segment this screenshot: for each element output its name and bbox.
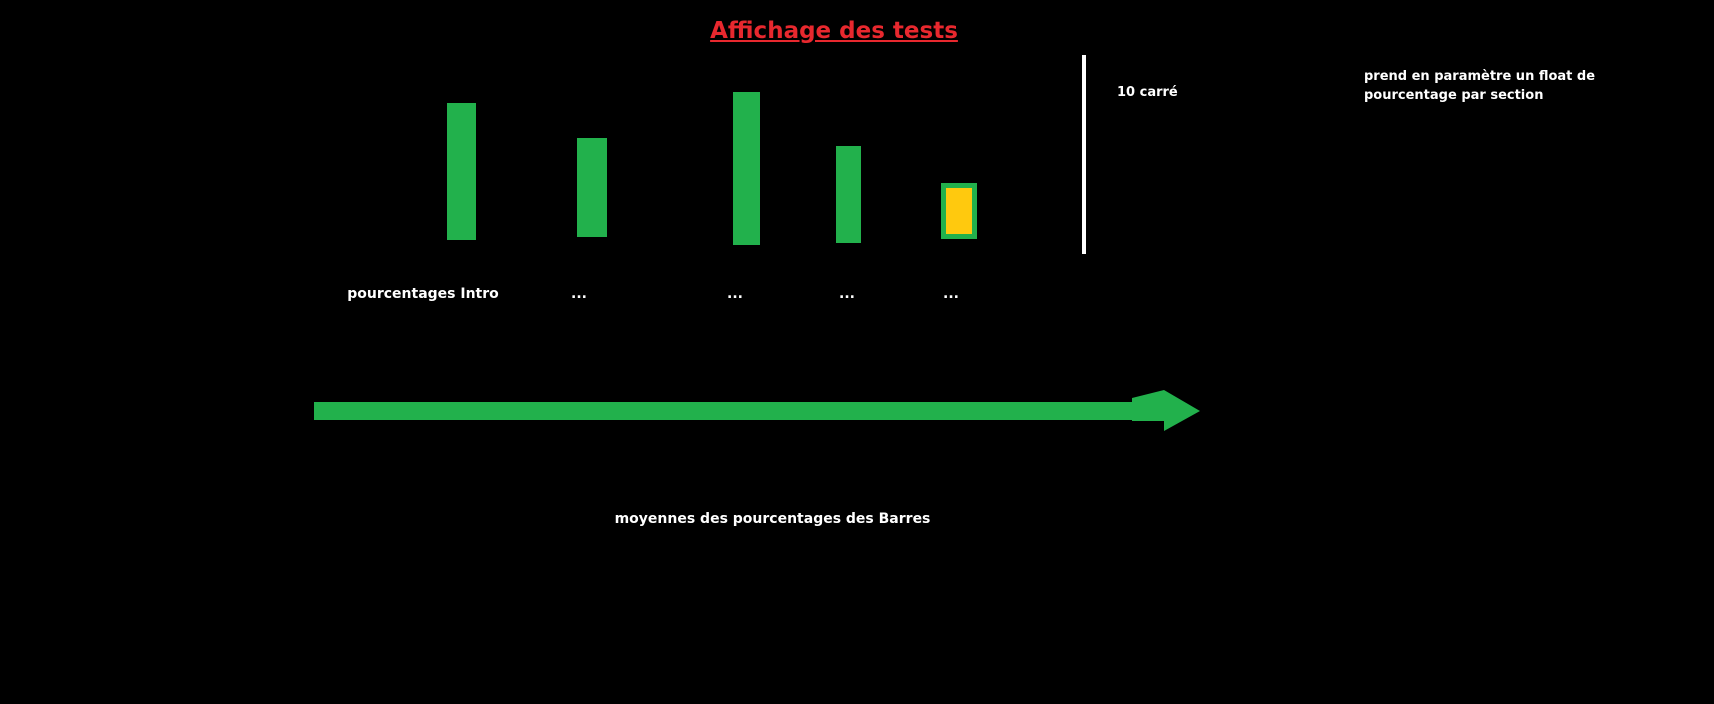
page-title: Affichage des tests: [710, 18, 958, 44]
scale-label: 10 carré: [1117, 85, 1178, 100]
bar-label-1: pourcentages Intro: [347, 286, 499, 302]
bars-group: [447, 92, 977, 245]
arrow-shaft: [314, 402, 1164, 420]
bar-1: [447, 103, 476, 240]
bar-4: [836, 146, 861, 243]
bar-label-5: ...: [943, 286, 959, 302]
note-text: prend en paramètre un float de pourcenta…: [1364, 67, 1604, 105]
arrow-head: [1132, 390, 1200, 431]
bar-5-highlight: [946, 188, 972, 234]
note-line-1: prend en paramètre un float de: [1364, 69, 1596, 84]
bar-2: [577, 138, 607, 237]
arrow: [314, 390, 1200, 431]
bottom-label: moyennes des pourcentages des Barres: [614, 511, 931, 527]
bar-label-3: ...: [727, 286, 743, 302]
bar-3: [733, 92, 760, 245]
bar-label-2: ...: [571, 286, 587, 302]
note-line-2: pourcentage par section: [1364, 88, 1544, 103]
bar-label-4: ...: [839, 286, 855, 302]
